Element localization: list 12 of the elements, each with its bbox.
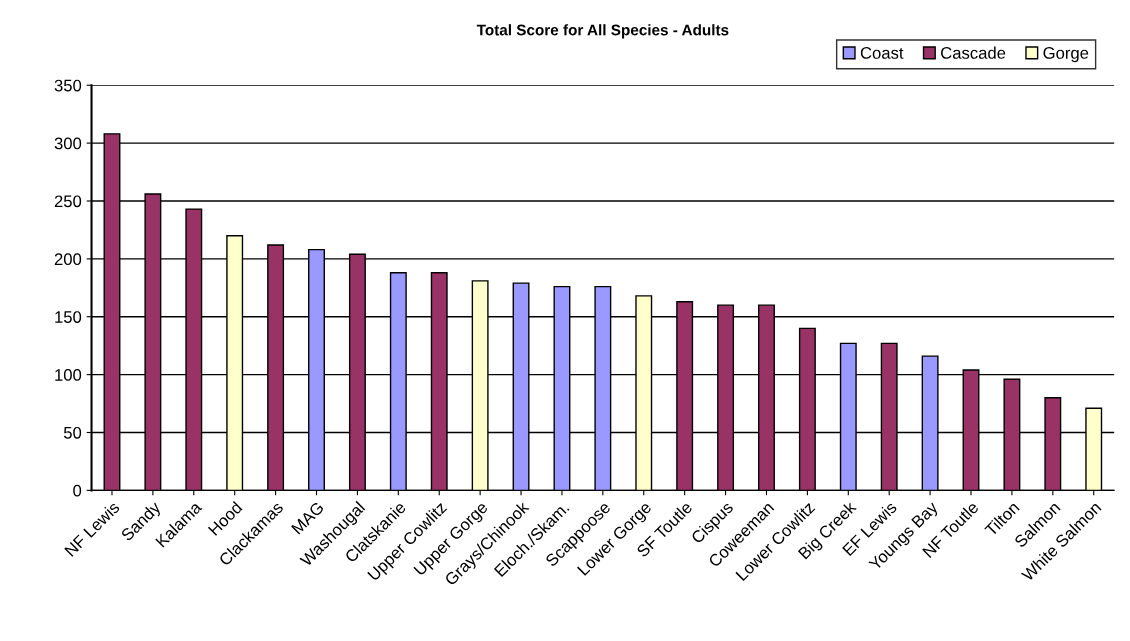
legend-label: Cascade — [941, 46, 1006, 59]
y-tick-label: 0 — [73, 484, 82, 497]
chart-title: Total Score for All Species - Adults — [476, 24, 729, 39]
y-tick-label: 350 — [54, 79, 82, 92]
y-tick-label: 200 — [54, 253, 82, 266]
legend-label: Gorge — [1043, 47, 1089, 63]
legend-label: Coast — [860, 47, 904, 59]
y-tick-label: 300 — [54, 137, 82, 150]
y-tick-label: 250 — [54, 195, 82, 208]
y-tick-label: 100 — [55, 369, 82, 381]
y-tick-label: 150 — [55, 311, 82, 323]
y-tick-label: 50 — [63, 426, 82, 439]
